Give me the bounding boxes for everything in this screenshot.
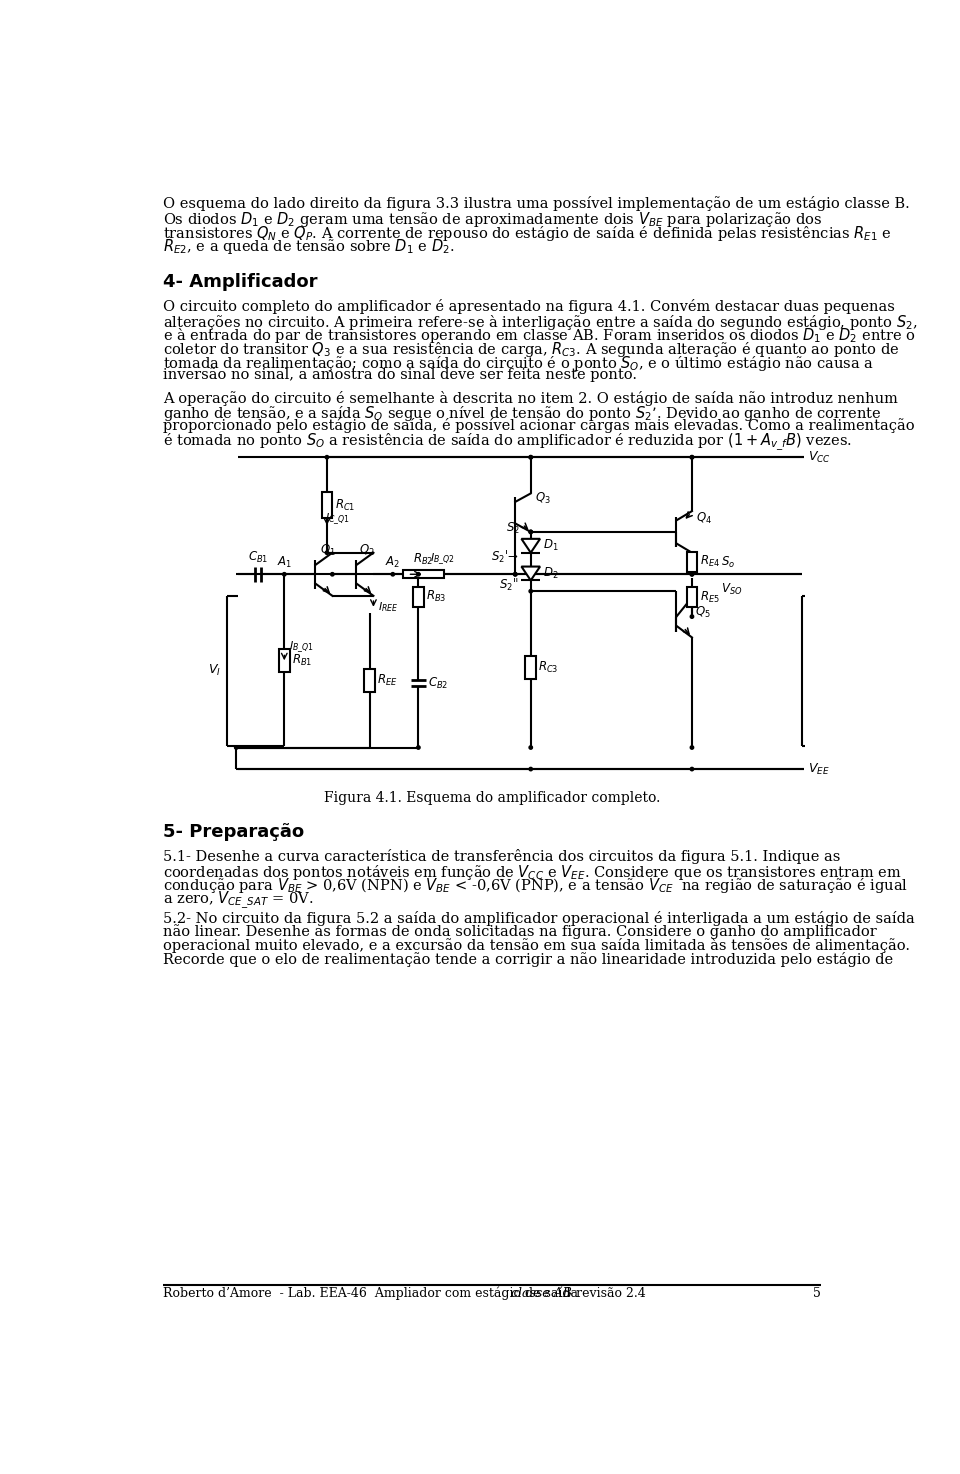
Text: $I_{C\_Q1}$: $I_{C\_Q1}$ bbox=[325, 511, 350, 526]
Text: $R_{C1}$: $R_{C1}$ bbox=[335, 497, 355, 513]
Text: $S_o$: $S_o$ bbox=[721, 554, 735, 569]
Circle shape bbox=[690, 455, 694, 458]
Text: $C_{B2}$: $C_{B2}$ bbox=[427, 675, 448, 691]
Circle shape bbox=[234, 746, 238, 749]
Circle shape bbox=[325, 455, 328, 458]
Text: $R_{B3}$: $R_{B3}$ bbox=[426, 590, 446, 604]
Bar bbox=[686, 587, 697, 607]
Text: $R_{C3}$: $R_{C3}$ bbox=[539, 660, 559, 675]
Text: $R_{E4}$: $R_{E4}$ bbox=[700, 554, 720, 569]
Text: Figura 4.1. Esquema do amplificador completo.: Figura 4.1. Esquema do amplificador comp… bbox=[324, 790, 660, 805]
Text: $Q_2$: $Q_2$ bbox=[359, 542, 374, 559]
Text: coordenadas dos pontos notáveis em função de $V_{CC}$ e $V_{EE}$. Considere que : coordenadas dos pontos notáveis em funçã… bbox=[162, 862, 901, 881]
Text: operacional muito elevado, e a excursão da tensão em sua saída limitada às tensõ: operacional muito elevado, e a excursão … bbox=[162, 937, 910, 954]
Text: a zero, $V_{CE\_SAT}$ = 0V.: a zero, $V_{CE\_SAT}$ = 0V. bbox=[162, 890, 313, 911]
Bar bbox=[525, 656, 537, 680]
Text: $R_{E2}$, e a queda de tensão sobre $D_1$ e $D_2$.: $R_{E2}$, e a queda de tensão sobre $D_1… bbox=[162, 237, 454, 256]
Circle shape bbox=[690, 746, 694, 749]
Text: 5: 5 bbox=[813, 1287, 822, 1300]
Text: proporcionado pelo estágio de saída, é possível acionar cargas mais elevadas. Co: proporcionado pelo estágio de saída, é p… bbox=[162, 419, 914, 433]
Polygon shape bbox=[521, 566, 540, 581]
Text: coletor do transitor $Q_3$ e a sua resistência de carga, $R_{C3}$. A segunda alt: coletor do transitor $Q_3$ e a sua resis… bbox=[162, 340, 899, 360]
Text: transistores $Q_N$ e $Q_P$. A corrente de repouso do estágio de saída é definida: transistores $Q_N$ e $Q_P$. A corrente d… bbox=[162, 224, 892, 243]
Text: e à entrada do par de transistores operando em classe AB. Foram inseridos os dio: e à entrada do par de transistores opera… bbox=[162, 326, 916, 345]
Text: $I_{B\_Q2}$: $I_{B\_Q2}$ bbox=[430, 551, 454, 566]
Text: Roberto d’Amore  - Lab. EEA-46  Ampliador com estágio de saída: Roberto d’Amore - Lab. EEA-46 Ampliador … bbox=[162, 1287, 582, 1300]
Bar bbox=[364, 669, 375, 691]
Text: $Q_4$: $Q_4$ bbox=[696, 510, 711, 526]
Text: $V_{EE}$: $V_{EE}$ bbox=[808, 762, 829, 777]
Text: 4- Amplificador: 4- Amplificador bbox=[162, 273, 317, 290]
Circle shape bbox=[325, 551, 328, 554]
Circle shape bbox=[690, 455, 694, 458]
Text: $S_2$: $S_2$ bbox=[506, 522, 520, 537]
Text: $R_{B1}$: $R_{B1}$ bbox=[292, 653, 312, 668]
Text: $V_I$: $V_I$ bbox=[208, 663, 221, 678]
Circle shape bbox=[690, 572, 694, 576]
Circle shape bbox=[690, 615, 694, 618]
Circle shape bbox=[690, 572, 694, 576]
Text: Recorde que o elo de realimentação tende a corrigir a não linearidade introduzid: Recorde que o elo de realimentação tende… bbox=[162, 952, 893, 967]
Text: $V_{SO}$: $V_{SO}$ bbox=[721, 582, 743, 597]
Text: O circuito completo do amplificador é apresentado na figura 4.1. Convém destacar: O circuito completo do amplificador é ap… bbox=[162, 299, 895, 314]
Text: inversão no sinal, a amostra do sinal deve ser feita neste ponto.: inversão no sinal, a amostra do sinal de… bbox=[162, 367, 636, 382]
Bar bbox=[413, 587, 423, 607]
Bar bbox=[322, 492, 332, 517]
Text: $D_2$: $D_2$ bbox=[543, 566, 559, 581]
Circle shape bbox=[529, 746, 533, 749]
Text: condução para $V_{BE}$ > 0,6V (NPN) e $V_{BE}$ < -0,6V (PNP), e a tensão $V_{CE}: condução para $V_{BE}$ > 0,6V (NPN) e $V… bbox=[162, 877, 908, 895]
Circle shape bbox=[391, 572, 395, 576]
Text: $I_{REE}$: $I_{REE}$ bbox=[378, 600, 398, 615]
Text: O esquema do lado direito da figura 3.3 ilustra uma possível implementação de um: O esquema do lado direito da figura 3.3 … bbox=[162, 196, 909, 211]
Text: $V_{CC}$: $V_{CC}$ bbox=[808, 450, 831, 464]
Bar bbox=[278, 649, 290, 672]
Circle shape bbox=[690, 768, 694, 771]
Text: 5- Preparação: 5- Preparação bbox=[162, 822, 303, 842]
Text: é tomada no ponto $S_O$ a resistência de saída do amplificador é reduzida por $(: é tomada no ponto $S_O$ a resistência de… bbox=[162, 432, 852, 453]
Text: $Q_3$: $Q_3$ bbox=[535, 491, 550, 507]
Bar bbox=[403, 570, 444, 578]
Text: alterações no circuito. A primeira refere-se à interligação entre a saída do seg: alterações no circuito. A primeira refer… bbox=[162, 312, 918, 332]
Circle shape bbox=[330, 572, 334, 576]
Circle shape bbox=[529, 768, 533, 771]
Text: $R_{B2}$: $R_{B2}$ bbox=[414, 551, 434, 566]
Circle shape bbox=[529, 590, 533, 593]
Text: $S_2$": $S_2$" bbox=[499, 576, 518, 593]
Text: $S_2$'→: $S_2$'→ bbox=[491, 548, 518, 565]
Text: $I_{B\_Q1}$: $I_{B\_Q1}$ bbox=[289, 640, 314, 654]
Text: $D_1$: $D_1$ bbox=[543, 538, 559, 553]
Bar bbox=[686, 551, 697, 572]
Circle shape bbox=[417, 746, 420, 749]
Circle shape bbox=[529, 455, 533, 458]
Circle shape bbox=[529, 531, 533, 534]
Circle shape bbox=[282, 572, 286, 576]
Polygon shape bbox=[521, 539, 540, 553]
Text: $C_{B1}$: $C_{B1}$ bbox=[248, 550, 268, 565]
Text: $R_{E5}$: $R_{E5}$ bbox=[700, 590, 720, 604]
Text: $Q_1$: $Q_1$ bbox=[320, 542, 336, 559]
Text: $A_2$: $A_2$ bbox=[385, 554, 400, 569]
Circle shape bbox=[529, 455, 533, 458]
Text: 5.1- Desenhe a curva característica de transferência dos circuitos da figura 5.1: 5.1- Desenhe a curva característica de t… bbox=[162, 849, 840, 864]
Text: 5.2- No circuito da figura 5.2 a saída do amplificador operacional é interligada: 5.2- No circuito da figura 5.2 a saída d… bbox=[162, 911, 914, 926]
Text: classe AB: classe AB bbox=[512, 1287, 572, 1300]
Circle shape bbox=[514, 572, 516, 576]
Circle shape bbox=[529, 531, 533, 534]
Text: $Q_5$: $Q_5$ bbox=[695, 606, 710, 621]
Text: não linear. Desenhe as formas de onda solicitadas na figura. Considere o ganho d: não linear. Desenhe as formas de onda so… bbox=[162, 924, 876, 939]
Text: tomada da realimentação; como a saída do circuito é o ponto $S_O$, e o último es: tomada da realimentação; como a saída do… bbox=[162, 354, 874, 373]
Text: Os diodos $D_1$ e $D_2$ geram uma tensão de aproximadamente dois $V_{BE}$ para p: Os diodos $D_1$ e $D_2$ geram uma tensão… bbox=[162, 209, 822, 228]
Text: A operação do circuito é semelhante à descrita no item 2. O estágio de saída não: A operação do circuito é semelhante à de… bbox=[162, 391, 898, 405]
Circle shape bbox=[514, 572, 516, 576]
Text: - revisão 2.4: - revisão 2.4 bbox=[564, 1287, 646, 1300]
Circle shape bbox=[417, 572, 420, 576]
Text: ganho de tensão, e a saída $S_O$ segue o nível de tensão do ponto $S_2$’. Devido: ganho de tensão, e a saída $S_O$ segue o… bbox=[162, 404, 881, 423]
Text: $R_{EE}$: $R_{EE}$ bbox=[377, 672, 397, 688]
Text: $A_1$: $A_1$ bbox=[276, 554, 292, 569]
